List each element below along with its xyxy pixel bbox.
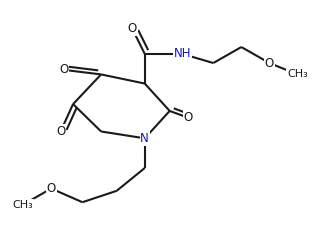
Text: O: O	[128, 22, 137, 35]
Text: O: O	[47, 182, 56, 195]
Text: O: O	[265, 57, 274, 70]
Text: NH: NH	[173, 47, 191, 60]
Text: O: O	[184, 111, 193, 124]
Text: CH₃: CH₃	[13, 200, 34, 210]
Text: O: O	[56, 125, 65, 138]
Text: O: O	[59, 63, 68, 76]
Text: N: N	[140, 132, 149, 145]
Text: CH₃: CH₃	[287, 70, 308, 79]
